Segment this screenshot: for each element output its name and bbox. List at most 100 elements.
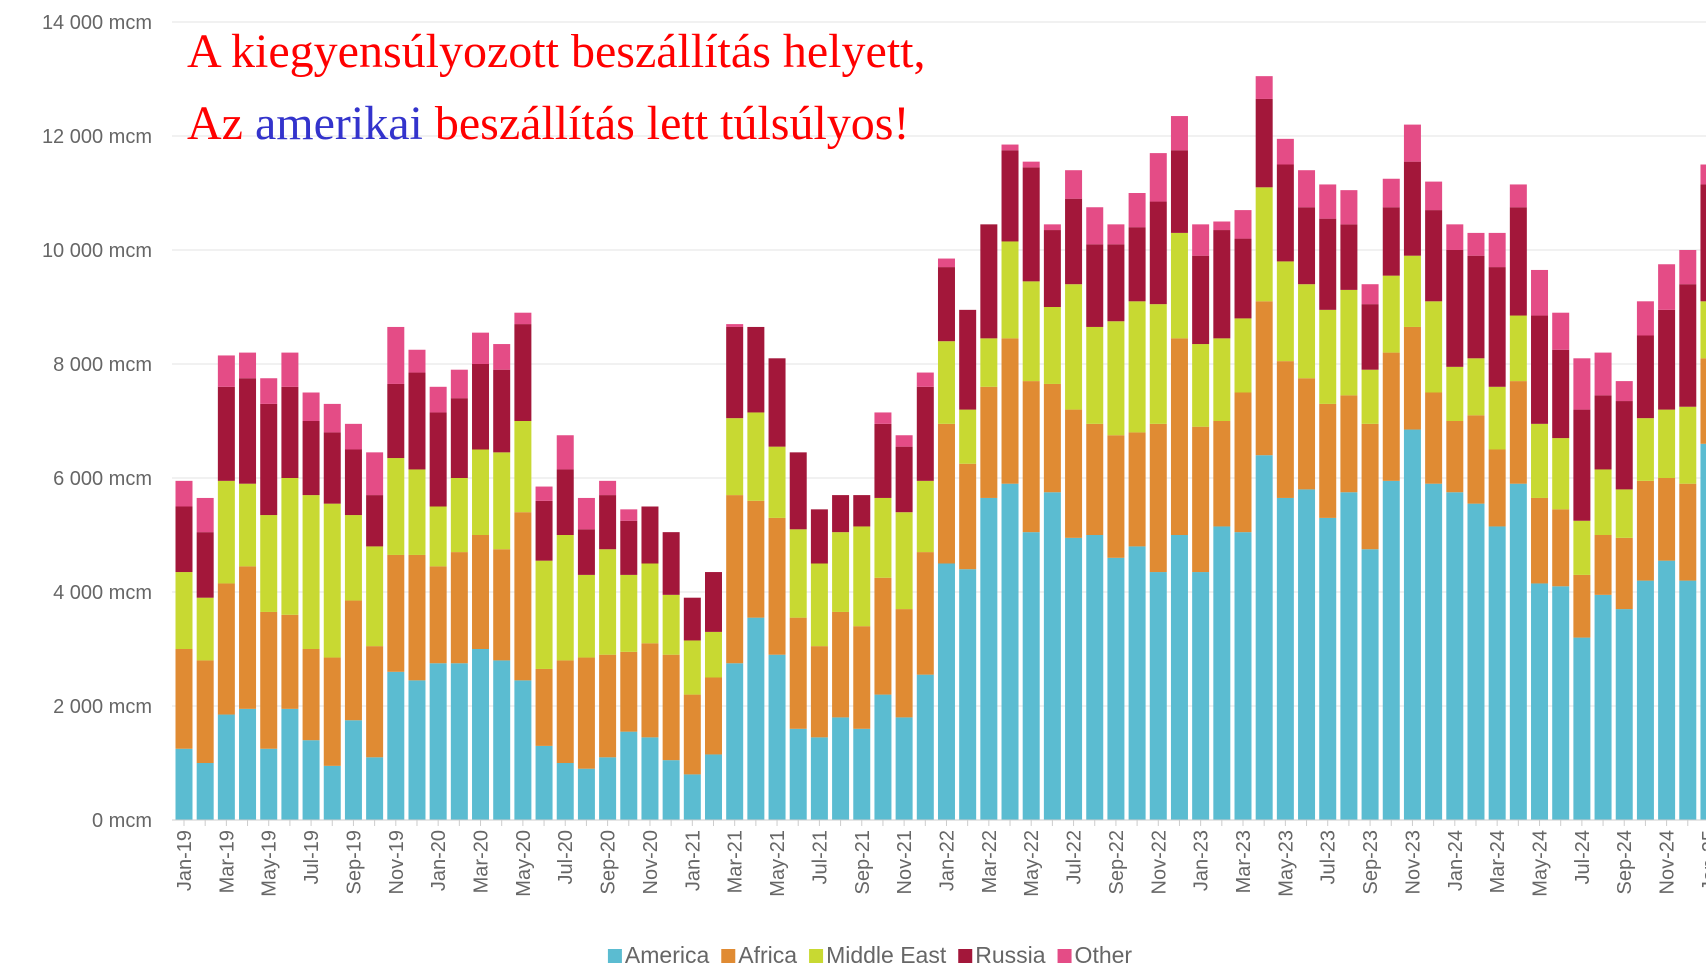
bar-segment [1361, 369, 1379, 424]
bar-segment [1128, 193, 1146, 228]
bar-segment [1552, 586, 1570, 820]
bar-segment [1382, 480, 1400, 820]
bar-segment [302, 740, 320, 820]
bar-segment [620, 731, 638, 820]
bar-segment [344, 449, 362, 516]
bar-segment [1170, 338, 1188, 535]
bar-segment [832, 532, 850, 612]
bar-segment [789, 452, 807, 530]
bar-segment [1107, 321, 1125, 436]
x-tick-label: Sep-22 [1106, 830, 1128, 895]
bar-segment [853, 626, 871, 729]
legend-label: Russia [975, 942, 1046, 968]
bar-segment [916, 552, 934, 675]
annotation-part: amerikai [255, 97, 423, 150]
bar-segment [1107, 244, 1125, 322]
bar-segment [556, 535, 574, 661]
bar-segment [344, 423, 362, 450]
x-tick-label: Mar-23 [1233, 830, 1255, 893]
bar-segment [641, 737, 659, 820]
bar-segment [1001, 144, 1019, 151]
bar-segment [366, 452, 384, 496]
bar-segment [1043, 230, 1061, 307]
x-tick-label: Sep-24 [1614, 830, 1636, 895]
bar-segment [535, 500, 553, 561]
bar-segment [1594, 594, 1612, 820]
bar-segment [1255, 301, 1273, 456]
bar-segment [1467, 255, 1485, 359]
bar-segment [493, 660, 511, 820]
bar-segment [1298, 378, 1316, 490]
bar-segment [450, 663, 468, 820]
bar-segment [1361, 423, 1379, 550]
bar-segment [1022, 532, 1040, 820]
bar-segment [344, 515, 362, 601]
bar-segment [175, 480, 193, 507]
x-tick-label: Nov-23 [1402, 830, 1424, 894]
bar-segment [1488, 526, 1506, 820]
bar-segment [959, 309, 977, 410]
bar-segment [535, 668, 553, 746]
bar-segment [493, 452, 511, 550]
bar-segment [1658, 560, 1676, 820]
y-tick-label: 10 000 mcm [42, 240, 152, 262]
x-tick-label: Nov-20 [640, 830, 662, 894]
bar-segment [260, 403, 278, 516]
bar-segment [196, 597, 214, 661]
bar-segment [408, 680, 426, 820]
bar-segment [1319, 403, 1337, 518]
bar-segment [599, 495, 617, 550]
bar-segment [302, 495, 320, 649]
bar-segment [1425, 181, 1443, 211]
bar-segment [1192, 426, 1210, 573]
bar-segment [1340, 289, 1358, 396]
bar-segment [1679, 580, 1697, 820]
bar-segment [1234, 238, 1252, 319]
bar-segment [1615, 609, 1633, 820]
bar-segment [1403, 124, 1421, 162]
bar-segment [239, 352, 257, 379]
bar-segment [1573, 520, 1591, 575]
bar-segment [959, 463, 977, 570]
bar-segment [1509, 207, 1527, 316]
bar-segment [1170, 150, 1188, 233]
bar-segment [599, 654, 617, 758]
bar-segment [853, 495, 871, 527]
bar-segment [874, 423, 892, 498]
bar-segment [1382, 352, 1400, 481]
bar-segment [1213, 421, 1231, 527]
bar-segment [726, 324, 744, 327]
bar-segment [1255, 187, 1273, 302]
legend-swatch [721, 949, 736, 963]
bar-segment [493, 549, 511, 661]
bar-segment [599, 480, 617, 496]
bar-segment [1149, 201, 1167, 305]
bar-segment [514, 312, 532, 325]
bar-segment [959, 409, 977, 464]
bar-segment [1213, 526, 1231, 820]
bar-segment [1573, 574, 1591, 638]
bar-segment [1488, 449, 1506, 527]
bar-segment [662, 760, 680, 820]
x-tick-label: Nov-19 [386, 830, 408, 894]
bar-segment [1213, 338, 1231, 421]
bar-segment [260, 515, 278, 612]
bar-segment [281, 614, 299, 709]
bar-segment [789, 617, 807, 729]
x-tick-label: May-20 [513, 830, 535, 897]
bar-segment [429, 663, 447, 820]
bar-segment [1509, 381, 1527, 484]
bar-segment [260, 378, 278, 404]
bar-segment [1573, 358, 1591, 410]
bar-segment [1234, 392, 1252, 533]
bar-segment [1107, 435, 1125, 558]
bar-segment [535, 745, 553, 820]
bar-segment [959, 569, 977, 820]
bar-segment [577, 497, 595, 530]
bar-segment [366, 546, 384, 647]
bar-segment [747, 617, 765, 820]
bar-segment [1065, 284, 1083, 410]
x-tick-label: Jan-20 [428, 830, 450, 891]
x-tick-label: Jan-25 [1699, 830, 1706, 891]
